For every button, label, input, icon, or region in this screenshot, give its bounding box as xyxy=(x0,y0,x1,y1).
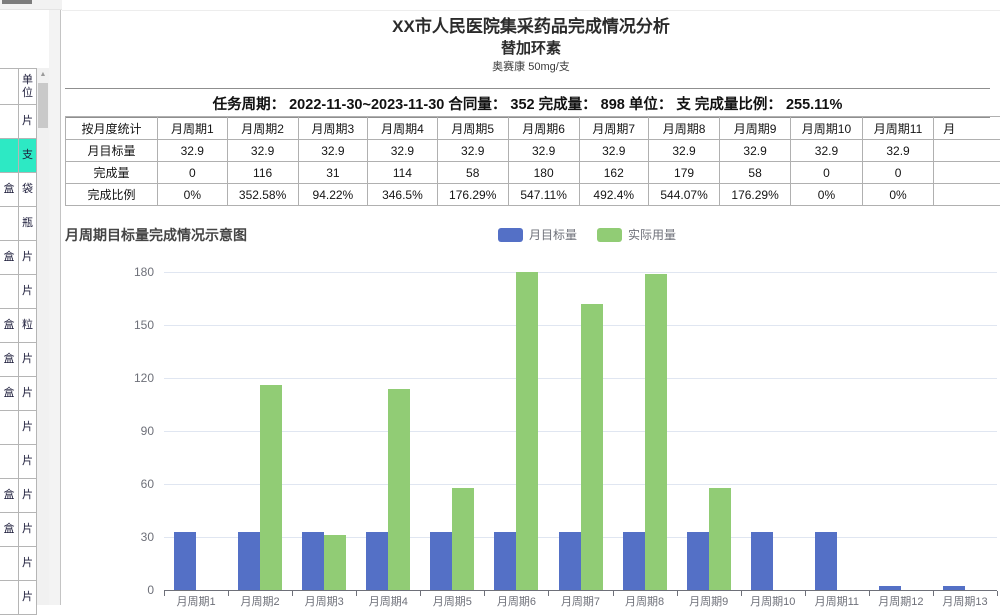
x-axis-tick[interactable] xyxy=(997,591,998,596)
bar-target-3[interactable] xyxy=(302,532,324,590)
x-axis-label-3[interactable]: 月周期3 xyxy=(292,593,356,609)
bar-target-11[interactable] xyxy=(815,532,837,590)
x-axis-label-9[interactable]: 月周期9 xyxy=(677,593,741,609)
y-axis-label[interactable]: 120 xyxy=(114,371,154,385)
bar-target-5[interactable] xyxy=(430,532,452,590)
x-axis-label-13[interactable]: 月周期13 xyxy=(933,593,997,609)
x-axis-label-11[interactable]: 月周期11 xyxy=(805,593,869,609)
bar-target-7[interactable] xyxy=(559,532,581,590)
x-axis-label-12[interactable]: 月周期12 xyxy=(869,593,933,609)
bar-actual-9[interactable] xyxy=(709,488,731,590)
bar-actual-6[interactable] xyxy=(516,272,538,590)
y-axis-label[interactable]: 30 xyxy=(114,530,154,544)
bar-actual-7[interactable] xyxy=(581,304,603,590)
bar-target-6[interactable] xyxy=(494,532,516,590)
x-axis-label-1[interactable]: 月周期1 xyxy=(164,593,228,609)
x-axis-label-5[interactable]: 月周期5 xyxy=(420,593,484,609)
bar-actual-2[interactable] xyxy=(260,385,282,590)
x-axis-label-10[interactable]: 月周期10 xyxy=(741,593,805,609)
bar-target-4[interactable] xyxy=(366,532,388,590)
bar-target-2[interactable] xyxy=(238,532,260,590)
bar-actual-4[interactable] xyxy=(388,389,410,590)
x-axis-label-8[interactable]: 月周期8 xyxy=(613,593,677,609)
gridline[interactable] xyxy=(164,272,997,273)
bar-target-8[interactable] xyxy=(623,532,645,590)
x-axis-label-6[interactable]: 月周期6 xyxy=(484,593,548,609)
bar-target-9[interactable] xyxy=(687,532,709,590)
x-axis-label-2[interactable]: 月周期2 xyxy=(228,593,292,609)
x-axis-line xyxy=(164,590,997,591)
bar-actual-5[interactable] xyxy=(452,488,474,590)
bar-actual-8[interactable] xyxy=(645,274,667,590)
bar-actual-3[interactable] xyxy=(324,535,346,590)
x-axis-label-7[interactable]: 月周期7 xyxy=(549,593,613,609)
y-axis-label[interactable]: 150 xyxy=(114,318,154,332)
bar-target-10[interactable] xyxy=(751,532,773,590)
y-axis-label[interactable]: 0 xyxy=(114,583,154,597)
y-axis-label[interactable]: 180 xyxy=(114,265,154,279)
bar-target-1[interactable] xyxy=(174,532,196,590)
y-axis-label[interactable]: 90 xyxy=(114,424,154,438)
y-axis-label[interactable]: 60 xyxy=(114,477,154,491)
x-axis-label-4[interactable]: 月周期4 xyxy=(356,593,420,609)
